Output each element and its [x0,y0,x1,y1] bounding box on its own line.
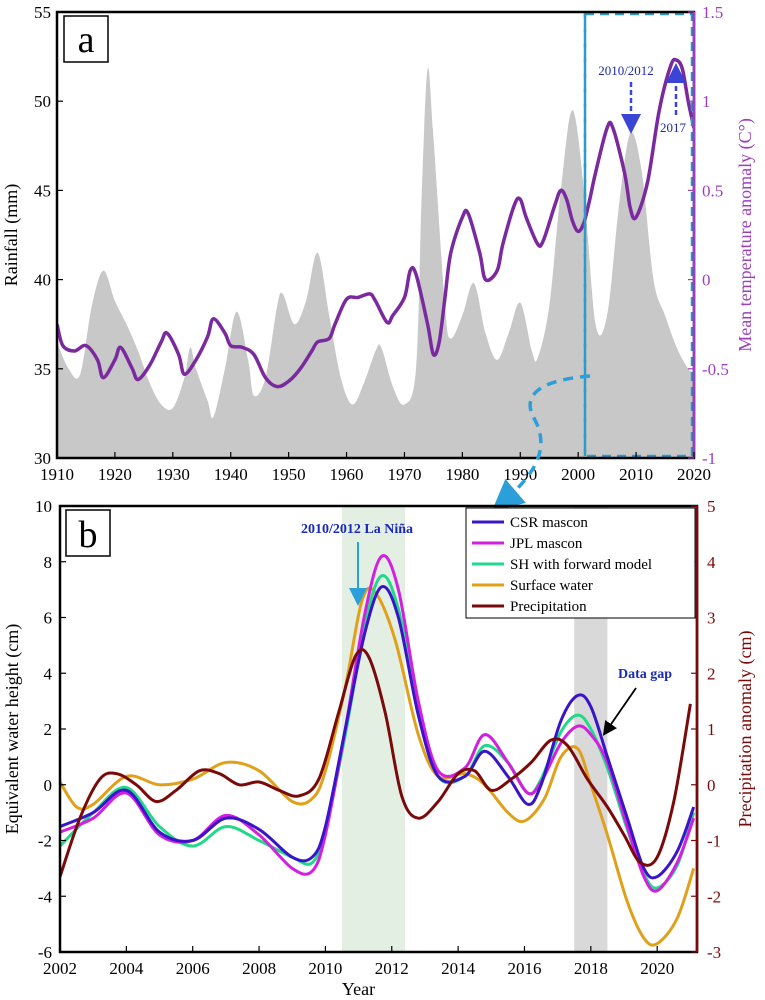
series-line-jpl-mascon [60,554,696,893]
y2-tick-label-b: 1 [707,720,716,739]
y-tick-label-a: 40 [34,271,51,290]
highlight-box [583,12,694,458]
y-tick-label-a: 30 [34,449,51,468]
x-axis-label-b: Year [342,979,375,999]
x-tick-label-b: 2016 [507,959,541,978]
legend: CSR mascon JPL mascon SH with forward mode… [465,507,696,619]
y2-tick-label-a: 0 [702,271,711,290]
x-tick-label-b: 2010 [308,959,342,978]
y-tick-label-b: -2 [38,832,52,851]
y2-tick-label-a: -0.5 [702,360,729,379]
x-tick-label-a: 2020 [677,465,711,484]
series-line-surface-water [60,586,696,947]
x-tick-label-b: 2008 [242,959,276,978]
y2-axis-label-b: Precipitation anomaly (cm) [735,631,756,828]
y-tick-label-b: -6 [38,943,52,962]
x-tick-label-a: 1960 [330,465,364,484]
y-axis-label-b: Equivalent water height (cm) [2,624,23,834]
y2-tick-label-a: 1.5 [702,3,723,22]
y-tick-label-b: 2 [44,720,53,739]
rainfall-area [57,67,694,458]
y2-tick-label-b: 5 [707,497,716,516]
connector-arrow [491,374,591,512]
y-tick-label-a: 45 [34,181,51,200]
y-tick-label-b: 6 [44,609,53,628]
annotation-2010-2012: 2010/2012 [598,63,654,78]
y2-tick-label-a: 0.5 [702,181,723,200]
x-tick-label-a: 1970 [387,465,421,484]
y-tick-label-b: 4 [44,664,53,683]
y2-axis-label-a: Mean temperature anomaly (C°) [735,118,756,352]
series-line-precipitation [60,648,692,878]
y-tick-label-b: 8 [44,553,53,572]
legend-label: Precipitation [510,599,587,615]
annotation-data-gap: Data gap [618,667,672,682]
x-tick-label-a: 2000 [561,465,595,484]
legend-label: JPL mascon [510,536,583,552]
annotation-la-nina: 2010/2012 La Niña [301,522,413,537]
x-tick-label-b: 2018 [574,959,608,978]
panel-b-letter-box [65,509,111,557]
x-tick-label-a: 1930 [156,465,190,484]
y-tick-label-b: -4 [38,887,53,906]
panel-a: 1910 1920 1930 1940 1950 1960 1970 1980 1990 2000… [1,3,756,512]
legend-box [465,507,696,619]
panel-b-axes: 2002 2004 2006 2008 2010 2012 2014 2016 2018 2020… [2,497,756,999]
x-tick-label-b: 2006 [176,959,210,978]
x-tick-label-b: 2012 [375,959,409,978]
x-tick-label-a: 1980 [445,465,479,484]
y2-tick-label-b: 3 [707,609,716,628]
y-axis-label-a: Rainfall (mm) [1,184,22,286]
panel-b-lines [60,554,696,947]
legend-label: CSR mascon [510,515,588,531]
x-tick-label-a: 1920 [98,465,132,484]
y2-tick-label-b: -2 [707,887,721,906]
x-tick-label-b: 2004 [109,959,144,978]
panel-a-axes: 1910 1920 1930 1940 1950 1960 1970 1980 1990 2000… [1,3,756,484]
temperature-line-layer [57,57,694,389]
temperature-line [57,57,694,389]
arrow-data-gap [602,687,637,736]
panel-a-letter: a [78,19,95,61]
y-tick-label-a: 50 [34,92,51,111]
x-tick-label-b: 2020 [640,959,674,978]
panel-a-letter-box [63,15,109,63]
rainfall-area-layer [57,67,694,458]
panel-b: 2002 2004 2006 2008 2010 2012 2014 2016 2018 2020… [2,497,756,999]
x-tick-label-a: 2010 [619,465,653,484]
legend-label: SH with forward model [510,557,652,573]
panel-b-letter: b [79,514,98,556]
y-tick-label-b: 10 [35,497,52,516]
y-tick-label-a: 55 [34,3,51,22]
y-tick-label-a: 35 [34,360,51,379]
series-line-csr-mascon [60,585,696,880]
x-tick-label-a: 1950 [272,465,306,484]
y2-tick-label-b: -1 [707,832,721,851]
y2-tick-label-a: -1 [702,449,716,468]
x-tick-label-a: 1940 [214,465,248,484]
y2-tick-label-b: -3 [707,943,721,962]
y2-tick-label-b: 2 [707,664,716,683]
annotation-2017: 2017 [660,120,687,135]
x-tick-label-b: 2002 [43,959,77,978]
legend-label: Surface water [510,578,593,594]
y2-tick-label-b: 4 [707,553,716,572]
y2-tick-label-b: 0 [707,776,716,795]
y-tick-label-b: 0 [44,776,53,795]
x-tick-label-a: 1910 [40,465,74,484]
y2-tick-label-a: 1 [702,92,711,111]
x-tick-label-b: 2014 [441,959,476,978]
